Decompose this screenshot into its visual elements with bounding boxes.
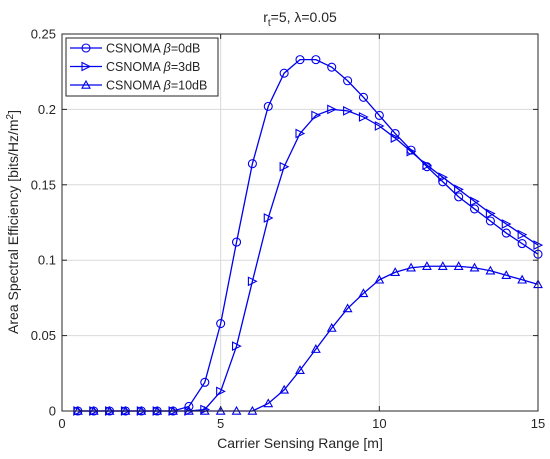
data-point-triangle-right — [311, 110, 322, 121]
data-point-triangle-up — [81, 79, 91, 89]
data-point-circle — [231, 237, 242, 247]
plot-area — [62, 34, 538, 411]
data-point-circle — [469, 204, 480, 214]
data-point-triangle-up — [437, 261, 448, 270]
data-point-triangle-up — [469, 262, 480, 272]
legend-label-suffix: =10dB — [171, 79, 208, 93]
legend-label-suffix: =3dB — [171, 60, 201, 74]
legend-item: CSNOMA β=10dB — [70, 79, 207, 93]
x-tick-label: 0 — [58, 416, 65, 431]
data-point-circle — [247, 159, 257, 169]
legend-label-prefix: CSNOMA — [106, 42, 164, 56]
data-point-triangle-up — [295, 365, 305, 375]
chart-title: rt=5, λ=0.05 — [263, 9, 337, 29]
title-subscript: t — [268, 18, 271, 29]
data-point-triangle-right — [358, 112, 369, 122]
legend-label-prefix: CSNOMA — [106, 79, 164, 93]
data-point-triangle-right — [422, 160, 433, 171]
legend-label-beta: β — [163, 60, 171, 74]
x-tick-label: 10 — [372, 416, 386, 431]
data-point-circle — [454, 192, 464, 202]
data-point-triangle-right — [469, 196, 480, 207]
data-point-triangle-up — [517, 274, 528, 284]
data-point-triangle-up — [453, 261, 464, 270]
data-point-triangle-right — [295, 128, 306, 139]
data-point-triangle-up — [326, 322, 337, 332]
data-point-circle — [485, 216, 495, 226]
data-point-triangle-right — [454, 184, 464, 195]
data-point-circle — [216, 318, 226, 329]
grid — [62, 34, 538, 411]
data-point-circle — [374, 110, 384, 120]
legend-label: CSNOMA β=0dB — [106, 42, 200, 56]
data-point-triangle-right — [343, 106, 353, 116]
y-axis-label-close: ] — [5, 110, 21, 114]
data-point-circle — [279, 68, 289, 78]
data-point-triangle-right — [501, 219, 512, 229]
legend-label: CSNOMA β=3dB — [106, 60, 200, 74]
legend-label-prefix: CSNOMA — [106, 60, 164, 74]
data-point-triangle-right — [438, 172, 449, 183]
y-tick-label: 0.05 — [31, 328, 56, 343]
legend-label-suffix: =0dB — [171, 42, 201, 56]
data-point-triangle-right — [374, 121, 385, 131]
data-point-triangle-right — [81, 61, 92, 72]
y-tick-label: 0.2 — [38, 102, 56, 117]
data-point-triangle-right — [231, 341, 242, 352]
x-tick-label: 5 — [217, 416, 224, 431]
y-tick-label: 0 — [49, 404, 56, 419]
data-point-triangle-right — [406, 146, 417, 157]
y-axis-label-superscript: 2 — [5, 113, 16, 119]
legend-label: CSNOMA β=10dB — [106, 79, 207, 93]
data-point-circle — [263, 101, 273, 111]
x-axis-label: Carrier Sensing Range [m] — [217, 435, 383, 451]
data-point-triangle-right — [247, 276, 258, 287]
data-point-triangle-right — [263, 213, 274, 223]
data-point-triangle-right — [390, 133, 401, 143]
legend-label-beta: β — [163, 42, 171, 56]
data-point-circle — [311, 55, 321, 65]
data-point-triangle-right — [327, 104, 337, 115]
data-point-triangle-up — [358, 288, 369, 298]
data-point-circle — [501, 228, 511, 238]
data-point-triangle-up — [374, 274, 385, 284]
plot-frame — [61, 33, 539, 412]
legend-label-beta: β — [163, 79, 171, 93]
x-tick-label: 15 — [531, 416, 545, 431]
data-point-triangle-up — [263, 398, 274, 408]
legend-item: CSNOMA β=3dB — [70, 60, 200, 74]
data-point-triangle-up — [485, 265, 496, 275]
data-point-triangle-up — [342, 303, 353, 313]
title-r: r — [263, 9, 268, 25]
data-point-circle — [358, 92, 369, 102]
data-point-circle — [327, 62, 337, 72]
data-point-triangle-up — [501, 270, 512, 280]
legend-item: CSNOMA β=0dB — [70, 42, 200, 56]
data-point-triangle-right — [216, 386, 226, 397]
data-point-triangle-up — [279, 384, 290, 394]
data-point-triangle-right — [485, 208, 496, 219]
data-point-circle — [81, 43, 91, 53]
data-point-triangle-up — [421, 261, 432, 270]
data-point-circle — [517, 239, 527, 249]
data-point-circle — [343, 76, 353, 86]
data-point-circle — [295, 55, 305, 65]
title-rest: =5, λ=0.05 — [271, 9, 337, 25]
data-point-triangle-right — [279, 161, 290, 172]
y-axis-label-main: Area Spectral Efficiency [bits/Hz/m — [5, 119, 21, 333]
data-point-triangle-up — [390, 267, 401, 277]
data-point-triangle-right — [517, 229, 528, 240]
data-point-triangle-up — [406, 262, 417, 272]
data-point-triangle-up — [310, 344, 321, 353]
y-axis-label: Area Spectral Efficiency [bits/Hz/m2] — [5, 110, 21, 334]
y-tick-label: 0.1 — [38, 253, 56, 268]
y-tick-label: 0.25 — [31, 27, 56, 42]
y-tick-label: 0.15 — [31, 177, 56, 192]
data-point-circle — [200, 377, 210, 387]
ticks: 0 5 10 15 0 0.05 0.1 0.15 0.2 0.25 — [31, 27, 546, 432]
